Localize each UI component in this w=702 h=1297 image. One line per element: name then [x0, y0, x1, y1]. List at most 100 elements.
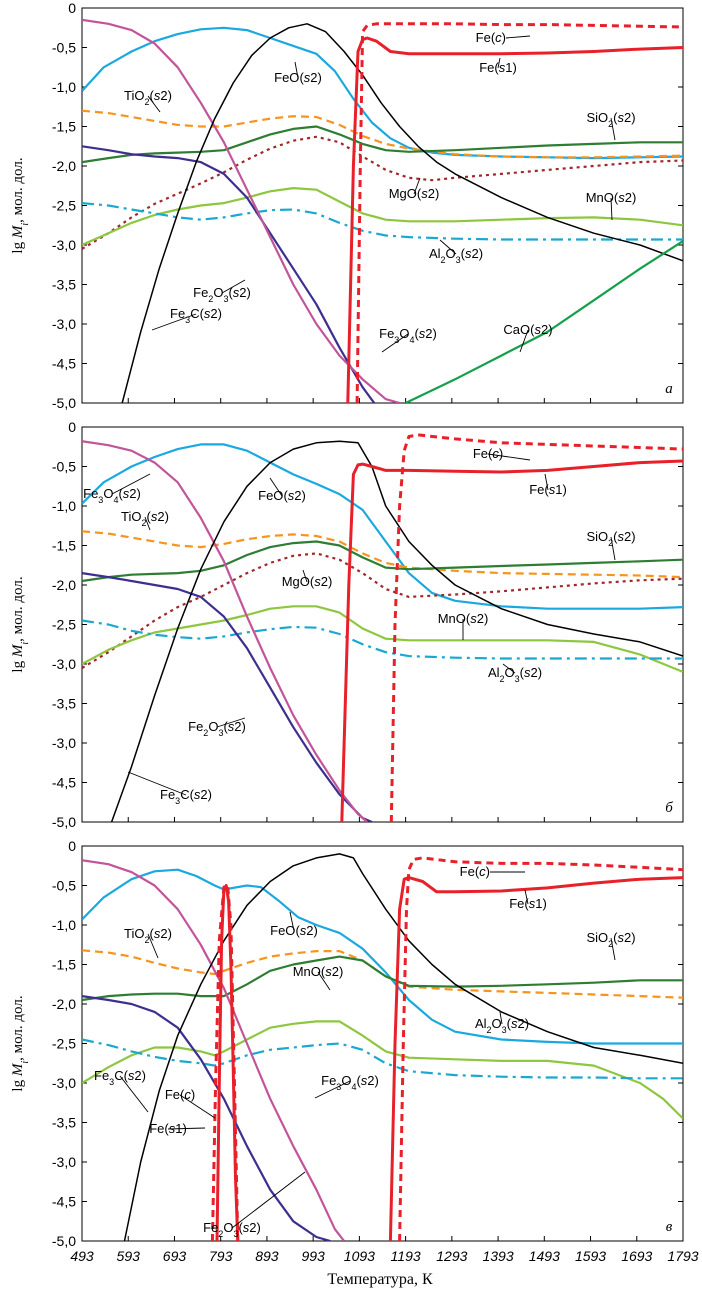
- label-leader: [610, 117, 616, 141]
- x-tick-label: 493: [70, 1248, 94, 1264]
- chart-panels: 0 -0,5 -1,0 -1,5 -2,0 -2,5 -3,0 -3,5 -3,0 -4,5 -5,…: [10, 0, 684, 1249]
- plot-frame: [81, 7, 684, 404]
- label-leader: [294, 61, 299, 79]
- label-leader: [413, 177, 421, 195]
- series-line-Fe_c: [389, 433, 683, 822]
- y-tick-label: -3,5: [52, 277, 76, 293]
- chart-panel-2: 0 -0,5 -1,0 -1,5 -2,0 -2,5 -3,0 -3,5 -3,0 -4,5 -5,…: [10, 419, 684, 830]
- series-line-TiO2: [82, 530, 683, 579]
- series-group: [82, 18, 683, 403]
- series-label-TiO2: TiO2(s2): [124, 88, 172, 107]
- plot-frame: [81, 426, 684, 823]
- series-label-Fe3O4: Fe3O4(s2): [321, 1073, 379, 1092]
- series-line-Fe3C: [110, 440, 683, 822]
- x-tick-label: 1793: [667, 1248, 698, 1264]
- y-tick-label: -1,0: [52, 917, 76, 933]
- label-leader: [497, 57, 501, 69]
- series-line-Fe_s1: [388, 876, 683, 1241]
- series-label-FeO: FeO(s2): [274, 70, 322, 85]
- y-tick-label: -2,0: [52, 577, 76, 593]
- series-line-MgO: [82, 135, 683, 250]
- label-leader: [499, 1011, 503, 1025]
- series-line-Fe_s1: [340, 459, 683, 822]
- x-tick-label: 1593: [575, 1248, 606, 1264]
- series-group: [82, 853, 683, 1241]
- label-leader: [502, 663, 516, 674]
- label-leader: [269, 477, 283, 497]
- x-tick-label: 593: [117, 1248, 141, 1264]
- label-leader: [179, 1094, 216, 1119]
- series-line-Al2O3: [82, 619, 683, 660]
- x-tick-label: 893: [255, 1248, 279, 1264]
- x-tick-label: 1293: [436, 1248, 467, 1264]
- series-line-MnO: [82, 605, 683, 673]
- y-tick-label: -0,5: [52, 459, 76, 475]
- y-tick-label: -3,5: [52, 696, 76, 712]
- y-tick-label: -2,5: [52, 617, 76, 633]
- label-leader: [151, 313, 197, 331]
- label-leader: [216, 717, 246, 728]
- chart-panel-3: 0 -0,5 -1,0 -1,5 -2,0 -2,5 -3,0 -3,5 -3,0 -4,5 -5,…: [10, 838, 684, 1249]
- x-tick-label: 1193: [391, 1248, 421, 1264]
- series-label-Fe3C: Fe3C(s2): [94, 1068, 146, 1087]
- series-label-FeO: FeO(s2): [258, 488, 306, 503]
- series-line-Al2O3: [82, 1038, 683, 1080]
- series-line-Fe2O3: [82, 145, 376, 403]
- label-leader: [147, 95, 161, 113]
- series-label-Fe3C: Fe3C(s2): [170, 306, 222, 325]
- series-label-TiO2: TiO2(s2): [121, 509, 169, 528]
- x-tick-label: 993: [301, 1248, 325, 1264]
- series-line-CaO: [405, 240, 683, 403]
- y-tick-label: -5,0: [52, 395, 76, 411]
- series-label-SiO2: SiO2(s2): [586, 529, 635, 548]
- label-leader: [317, 971, 331, 991]
- series-line-Fe_s1: [346, 36, 683, 403]
- y-tick-label: -1,5: [52, 957, 76, 973]
- y-tick-label: 0: [68, 0, 76, 16]
- series-label-Al2O3: Al2O3(s2): [475, 1016, 529, 1035]
- x-tick-label: 1093: [344, 1248, 375, 1264]
- series-line-TiO2: [82, 109, 683, 159]
- series-label-Al2O3: Al2O3(s2): [488, 665, 542, 684]
- x-axis-tick-labels: 493 593 693 793 893 993 1093 1193 1293 1393 1493 15…: [70, 1248, 698, 1264]
- series-label-Al2O3: Al2O3(s2): [429, 246, 483, 265]
- y-tick-label: -3,0: [52, 1154, 76, 1170]
- label-leader: [439, 239, 457, 255]
- series-line-SiO2: [82, 540, 683, 583]
- series-line-Fe_c: [210, 884, 240, 1241]
- series-label-Fe_c: Fe(c): [460, 864, 490, 879]
- x-tick-label: 693: [163, 1248, 187, 1264]
- y-tick-label: -1,5: [52, 538, 76, 554]
- series-line-MgO: [82, 552, 683, 669]
- series-label-SiO2: SiO2(s2): [586, 930, 635, 949]
- series-label-Fe_c: Fe(c): [476, 30, 506, 45]
- series-line-Fe_c: [355, 22, 683, 403]
- y-tick-label: -5,0: [52, 814, 76, 830]
- y-tick-label: -3,0: [52, 316, 76, 332]
- x-tick-label: 1493: [529, 1248, 560, 1264]
- series-label-Fe2O3: Fe2O3(s2): [193, 285, 251, 304]
- series-label-FeO: FeO(s2): [270, 923, 318, 938]
- y-tick-label: -1,5: [52, 119, 76, 135]
- y-tick-label: -0,5: [52, 40, 76, 56]
- series-label-Fe3O4: Fe3O4(s2): [379, 326, 437, 345]
- series-line-Fe3O4: [82, 18, 400, 403]
- series-line-Fe2O3: [82, 995, 331, 1241]
- label-leader: [544, 473, 549, 491]
- label-leader: [289, 911, 295, 932]
- series-line-FeO: [82, 868, 683, 1045]
- y-tick-label: 0: [68, 419, 76, 435]
- series-line-Fe3O4: [82, 440, 368, 822]
- series-line-MnO: [82, 1020, 683, 1120]
- label-leader: [127, 771, 187, 796]
- y-tick-label: -2,5: [52, 198, 76, 214]
- series-line-Fe2O3: [82, 572, 373, 822]
- label-leader: [519, 329, 529, 353]
- series-label-Fe_c: Fe(c): [473, 446, 503, 461]
- series-group: [82, 433, 683, 822]
- chart-panel-1: 0 -0,5 -1,0 -1,5 -2,0 -2,5 -3,0 -3,5 -3,0 -4,5 -5,…: [10, 0, 684, 411]
- series-label-MnO: MnO(s2): [438, 611, 489, 626]
- label-leader: [314, 1080, 351, 1099]
- label-leader: [610, 536, 616, 561]
